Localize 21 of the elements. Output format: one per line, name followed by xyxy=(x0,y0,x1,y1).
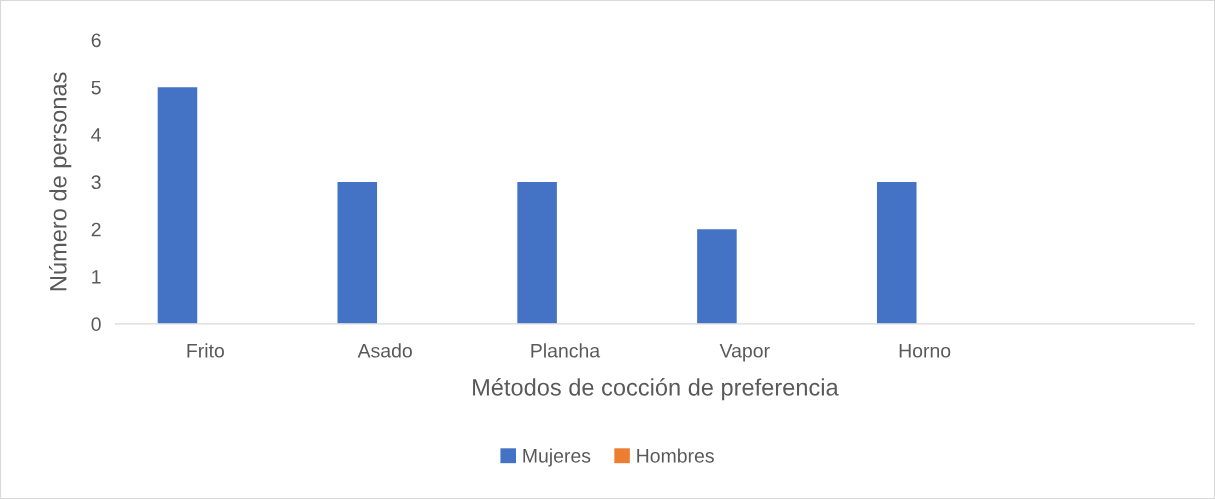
bar xyxy=(157,87,198,324)
y-tick-label: 0 xyxy=(91,317,101,332)
legend-label: Mujeres xyxy=(523,448,591,467)
x-axis-title: Métodos de cocción de preferencia xyxy=(473,378,839,401)
bar xyxy=(517,181,557,324)
y-tick-label: 2 xyxy=(91,222,101,237)
x-tick-label: Asado xyxy=(357,343,412,358)
x-tick-label: Vapor xyxy=(719,344,770,362)
y-tick-label: 5 xyxy=(91,80,101,95)
x-tick-label: Horno xyxy=(899,344,951,358)
y-tick-label: 1 xyxy=(92,270,101,284)
bar xyxy=(876,181,917,324)
y-tick-label: 4 xyxy=(91,128,101,142)
bar xyxy=(337,181,378,324)
y-tick-label: 6 xyxy=(91,33,101,48)
bar xyxy=(697,229,737,324)
y-axis-title: Número de personas xyxy=(48,72,72,291)
x-tick-label: Plancha xyxy=(531,343,601,358)
legend-label: Hombres xyxy=(637,448,714,463)
y-tick-label: 3 xyxy=(91,175,101,190)
x-tick-label: Frito xyxy=(187,343,224,358)
